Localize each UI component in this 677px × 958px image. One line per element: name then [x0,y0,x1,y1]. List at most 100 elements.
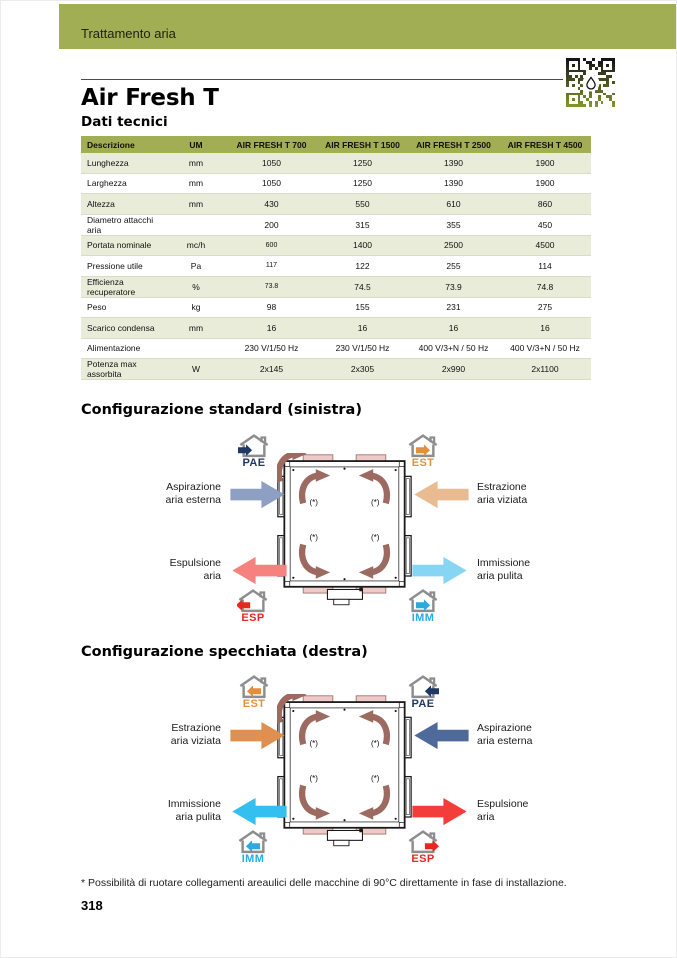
house-icon [239,675,269,699]
cell: 400 V/3+N / 50 Hz [499,338,591,359]
cell: 610 [408,193,499,215]
house-imm: IMM [236,829,270,865]
cell: kg [166,297,226,318]
house-imm: IMM [406,588,440,624]
flow-label-estrazione: Estrazione aria viziata [477,481,528,506]
cell: Larghezza [81,173,166,194]
cell: 600 [226,235,317,256]
house-est: EST [406,433,440,469]
cell: Pressione utile [81,255,166,277]
table-row: Scarico condensa mm 16 16 16 16 [81,317,591,339]
table-row: Pressione utile Pa 117 122 255 114 [81,255,591,277]
cell: Diametro attacchi aria [81,214,166,236]
cell: 1900 [499,173,591,194]
cell: 73.9 [408,276,499,298]
cell: 275 [499,297,591,318]
qr-logo [582,74,599,91]
cell: 73.8 [226,276,317,298]
house-label: ESP [411,853,435,865]
table-row: Diametro attacchi aria 200 315 355 450 [81,214,591,236]
flow-label-espulsione: Espulsione aria [477,798,529,823]
ventilation-unit-drawing [277,453,412,620]
droplet-icon [585,76,596,89]
cell: 255 [408,255,499,277]
table-header-row: Descrizione UM AIR FRESH T 700 AIR FRESH T … [81,136,591,153]
flow-label-aspirazione: Aspirazione aria esterna [477,722,533,747]
house-label: PAE [242,457,266,469]
title-rule [81,79,563,80]
table-row: Potenza max assorbita W 2x145 2x305 2x990 2x1… [81,358,591,380]
cell: 355 [408,214,499,236]
cell: 74.8 [499,276,591,298]
cell: 122 [317,255,408,277]
cell: % [166,276,226,298]
flow-arrow-aspirazione [414,721,469,750]
cell: Scarico condensa [81,317,166,339]
house-label: ESP [241,612,265,624]
cell: mm [166,173,226,194]
flow-label-immissione: Immissione aria pulita [167,798,221,823]
cell: 16 [499,317,591,339]
house-icon [238,830,268,854]
cell: Peso [81,297,166,318]
cell: 1250 [317,173,408,194]
house-icon [408,434,438,458]
cell: 155 [317,297,408,318]
cell: 1390 [408,153,499,174]
table-row: Alimentazione 230 V/1/50 Hz 230 V/1/50 Hz 4… [81,338,591,359]
table-row: Lunghezza mm 1050 1250 1390 1900 [81,153,591,174]
flow-arrow-aspirazione [230,480,285,509]
diagram2-title: Configurazione specchiata (destra) [81,644,368,660]
cell: 16 [408,317,499,339]
cell: 1050 [226,153,317,174]
house-label: PAE [411,698,435,710]
table-section-title: Dati tecnici [81,114,168,130]
cell: W [166,358,226,380]
cell: 16 [317,317,408,339]
house-icon [408,675,439,699]
flow-label-estrazione: Estrazione aria viziata [170,722,221,747]
cell: Efficienza recuperatore [81,276,166,298]
cell: Pa [166,255,226,277]
ventilation-unit-drawing [277,694,412,861]
cell: 2x990 [408,358,499,380]
flow-label-espulsione: Espulsione aria [169,557,221,582]
flow-label-aspirazione: Aspirazione aria esterna [165,481,221,506]
house-pae: PAE [237,433,271,469]
house-esp: ESP [406,829,440,865]
cell: 450 [499,214,591,236]
house-icon [408,589,438,613]
column-header: UM [166,136,226,153]
cell: 315 [317,214,408,236]
cell: 1900 [499,153,591,174]
cell: 200 [226,214,317,236]
cell [166,214,226,236]
cell: mm [166,317,226,339]
house-icon [237,589,268,613]
cell: 114 [499,255,591,277]
cell: mc/h [166,235,226,256]
cell: 1250 [317,153,408,174]
table-row: Altezza mm 430 550 610 860 [81,193,591,215]
table-body: Lunghezza mm 1050 1250 1390 1900 Larghezza mm 10… [81,153,591,380]
flow-arrow-espulsione [412,797,467,826]
cell: 860 [499,193,591,215]
cell [166,338,226,359]
diagram1-title: Configurazione standard (sinistra) [81,402,362,418]
cell: 16 [226,317,317,339]
column-header: Descrizione [81,136,166,153]
cell: 2x145 [226,358,317,380]
qr-code [566,58,615,107]
flow-arrow-immissione [232,797,287,826]
cell: 231 [408,297,499,318]
table-row: Efficienza recuperatore% 73.8 74.5 73.9 74.8 [81,276,591,298]
cell: 230 V/1/50 Hz [317,338,408,359]
cell: 4500 [499,235,591,256]
house-label: EST [411,457,435,469]
flow-arrow-estrazione [414,480,469,509]
cell: 430 [226,193,317,215]
flow-arrow-estrazione [230,721,285,750]
cell: 2x1100 [499,358,591,380]
page-title: Air Fresh T [81,85,219,111]
